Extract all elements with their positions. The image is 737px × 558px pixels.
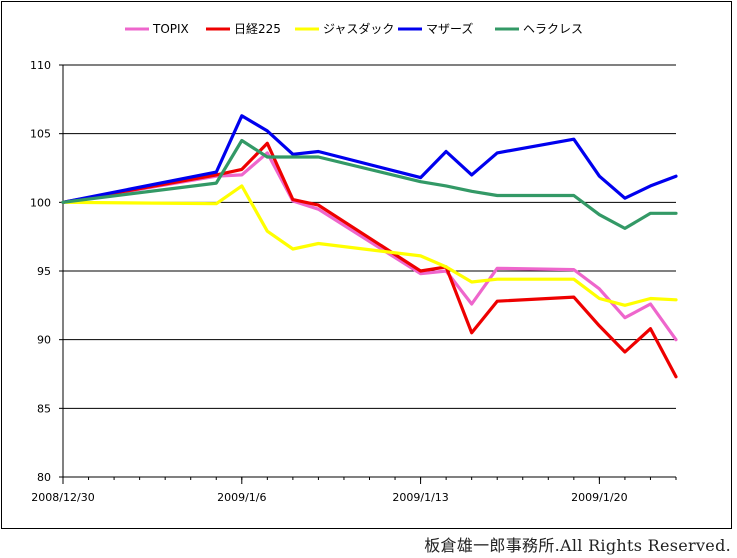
x-tick-label: 2009/1/20 <box>571 491 627 504</box>
series-lines <box>61 114 678 379</box>
y-tick-label: 80 <box>37 471 51 484</box>
y-tick-label: 110 <box>30 59 51 72</box>
legend-label-1: 日経225 <box>234 22 281 36</box>
series-line-1 <box>61 141 678 379</box>
y-tick-label: 90 <box>37 334 51 347</box>
legend: TOPIX 日経225 ジャスダック マザーズ ヘラクレス <box>125 21 583 36</box>
x-tick-label: 2008/12/30 <box>31 491 94 504</box>
y-tick-label: 95 <box>37 265 51 278</box>
series-line-4 <box>61 138 678 230</box>
y-tick-label: 85 <box>37 402 51 415</box>
chart-frame: 80 85 90 95 100 105 110 2008/12/30 2009/1/6 2009/… <box>1 1 732 529</box>
series-line-2 <box>61 184 678 307</box>
series-line-3 <box>61 114 678 204</box>
legend-label-3: マザーズ <box>426 21 473 36</box>
y-tick-label: 100 <box>30 196 51 209</box>
line-chart: 80 85 90 95 100 105 110 2008/12/30 2009/1/6 2009/… <box>30 21 678 504</box>
legend-label-0: TOPIX <box>152 22 189 36</box>
x-tick-label: 2009/1/13 <box>392 491 448 504</box>
legend-label-2: ジャスダック <box>323 21 394 36</box>
legend-label-4: ヘラクレス <box>523 22 583 36</box>
x-tick-label: 2009/1/6 <box>217 491 266 504</box>
copyright-text: 板倉雄一郎事務所.All Rights Reserved. <box>424 536 731 555</box>
series-line-0 <box>61 151 678 342</box>
axes: 80 85 90 95 100 105 110 2008/12/30 2009/1/6 2009/… <box>30 59 677 504</box>
y-tick-label: 105 <box>30 128 51 141</box>
